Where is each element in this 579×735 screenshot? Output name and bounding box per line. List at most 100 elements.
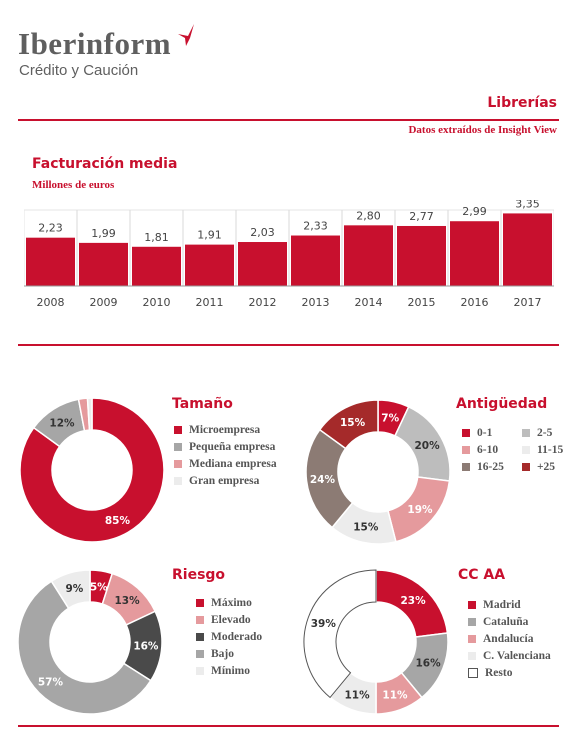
- brand-logo-text: Iberinform: [18, 26, 172, 61]
- bar-value-label: 2,99: [462, 205, 487, 218]
- legend-label: Elevado: [211, 613, 251, 626]
- legend-label: Moderado: [211, 630, 263, 643]
- legend-label: Máximo: [211, 596, 252, 609]
- legend-item: 16-25: [462, 458, 522, 475]
- bar: [397, 225, 446, 286]
- legend-label: Resto: [485, 666, 513, 679]
- slice-label: 15%: [353, 522, 379, 534]
- legend-tamano: Microempresa Pequeña empresa Mediana empre…: [174, 421, 277, 489]
- bar-value-label: 1,99: [91, 227, 116, 240]
- legend-swatch: [468, 634, 476, 643]
- legend-item: Moderado: [196, 628, 262, 645]
- x-tick-label: 2012: [249, 296, 277, 309]
- bar-value-label: 2,77: [409, 210, 434, 223]
- slice-label: 9%: [65, 583, 83, 595]
- legend-swatch: [468, 617, 476, 626]
- legend-ccaa: Madrid Cataluña Andalucía C. Valenciana Rest…: [468, 596, 551, 681]
- legend-item: Mínimo: [196, 662, 262, 679]
- bar: [503, 213, 552, 286]
- legend-swatch: [468, 651, 476, 660]
- donut-title-ccaa: CC AA: [458, 567, 506, 583]
- legend-item: 6-10: [462, 441, 522, 458]
- x-tick-label: 2011: [196, 296, 224, 309]
- bar: [79, 242, 128, 286]
- legend-label: 16-25: [477, 460, 504, 473]
- slice-label: 20%: [415, 440, 441, 452]
- donut-title-tamano: Tamaño: [172, 396, 233, 412]
- legend-swatch: [468, 600, 476, 609]
- legend-item: 2-5: [522, 424, 579, 441]
- slice-label: 24%: [310, 474, 336, 486]
- legend-label: Bajo: [211, 647, 234, 660]
- bar-value-label: 2,03: [250, 226, 275, 239]
- legend-label: Gran empresa: [189, 474, 260, 487]
- header-divider: [18, 119, 559, 121]
- legend-label: Madrid: [483, 598, 521, 611]
- legend-item: Mediana empresa: [174, 455, 277, 472]
- legend-item: Bajo: [196, 645, 262, 662]
- legend-item: Madrid: [468, 596, 551, 613]
- bar-value-label: 2,33: [303, 220, 328, 233]
- bar: [185, 244, 234, 286]
- legend-swatch: [196, 615, 204, 624]
- slice-label: 23%: [400, 595, 426, 607]
- section-divider: [18, 344, 559, 346]
- slice-label: 11%: [344, 690, 370, 702]
- legend-swatch: [522, 462, 530, 471]
- legend-label: Andalucía: [483, 632, 534, 645]
- slice-label: 5%: [90, 582, 108, 594]
- bar-chart-subtitle: Millones de euros: [32, 179, 115, 191]
- legend-swatch: [462, 445, 470, 454]
- slice-label: 19%: [407, 504, 433, 516]
- bar: [238, 242, 287, 286]
- legend-swatch: [468, 667, 478, 678]
- legend-label: 0-1: [477, 426, 493, 439]
- legend-item: 0-1: [462, 424, 522, 441]
- donut-slice: [86, 397, 93, 431]
- legend-item: Cataluña: [468, 613, 551, 630]
- slice-label: 13%: [114, 595, 140, 607]
- legend-item: Microempresa: [174, 421, 277, 438]
- legend-swatch: [196, 632, 204, 641]
- legend-swatch: [462, 428, 470, 437]
- x-tick-label: 2017: [514, 296, 542, 309]
- legend-item: Pequeña empresa: [174, 438, 277, 455]
- donut-slice: [50, 569, 91, 610]
- bar: [450, 221, 499, 286]
- legend-item: C. Valenciana: [468, 647, 551, 664]
- x-tick-label: 2008: [37, 296, 65, 309]
- brand-logo-mark-icon: [178, 24, 194, 46]
- bar: [291, 235, 340, 286]
- donut-slice: [17, 580, 152, 715]
- bar-value-label: 1,91: [197, 229, 222, 242]
- legend-swatch: [196, 598, 204, 607]
- legend-item: Resto: [468, 664, 551, 681]
- donut-title-riesgo: Riesgo: [172, 567, 226, 583]
- legend-swatch: [462, 462, 470, 471]
- x-tick-label: 2009: [90, 296, 118, 309]
- bar-value-label: 2,23: [38, 222, 63, 235]
- slice-label: 39%: [311, 618, 337, 630]
- legend-swatch: [522, 445, 530, 454]
- legend-swatch: [174, 425, 182, 434]
- legend-antiguedad: 0-1 2-5 6-10 11-15 16-25 +25: [462, 424, 579, 475]
- slice-label: 12%: [49, 418, 75, 430]
- slice-label: 85%: [105, 515, 131, 527]
- section-title: Librerías: [487, 95, 557, 111]
- data-source-note: Datos extraídos de Insight View: [408, 124, 557, 136]
- legend-swatch: [174, 442, 182, 451]
- donut-slice-outline: [303, 569, 377, 699]
- bar: [132, 246, 181, 286]
- x-tick-label: 2014: [355, 296, 383, 309]
- legend-label: Microempresa: [189, 423, 261, 436]
- legend-item: Andalucía: [468, 630, 551, 647]
- brand-logo-subtitle: Crédito y Caución: [19, 62, 139, 79]
- legend-label: 6-10: [477, 443, 499, 456]
- legend-label: Pequeña empresa: [189, 440, 276, 453]
- legend-label: Mínimo: [211, 664, 250, 677]
- legend-swatch: [196, 649, 204, 658]
- footer-divider: [18, 725, 559, 727]
- donut-chart-riesgo: 5% 13% 16% 57% 9%: [17, 569, 163, 715]
- bar-value-label: 1,81: [144, 231, 169, 244]
- legend-item: 11-15: [522, 441, 579, 458]
